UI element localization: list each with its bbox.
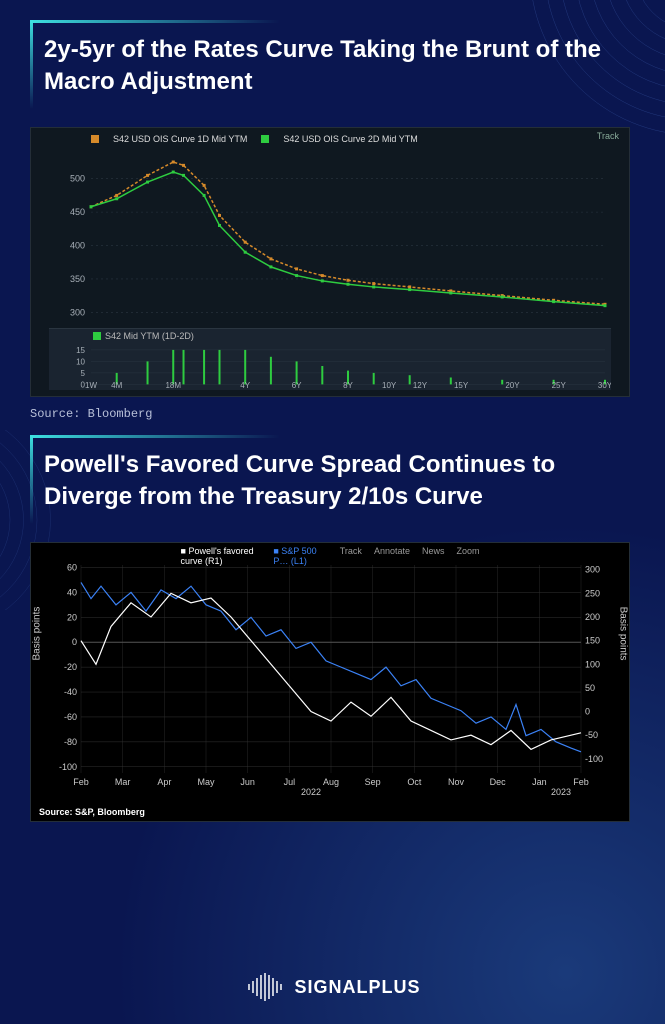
svg-text:Sep: Sep [365, 777, 381, 787]
svg-text:12Y: 12Y [413, 381, 428, 389]
svg-text:30Y: 30Y [598, 381, 611, 389]
chart2-yaxis-left-title: Basis points [32, 606, 43, 660]
diff-legend-label: S42 Mid YTM (1D-2D) [105, 331, 194, 341]
svg-text:350: 350 [70, 274, 85, 284]
svg-text:Jun: Jun [240, 777, 255, 787]
logo-text: SIGNALPLUS [294, 977, 420, 998]
svg-text:Jul: Jul [284, 777, 296, 787]
svg-text:40: 40 [67, 587, 77, 597]
svg-text:-20: -20 [64, 662, 77, 672]
svg-text:10: 10 [76, 357, 85, 366]
section1-source: Source: Bloomberg [30, 407, 635, 421]
svg-text:Feb: Feb [573, 777, 589, 787]
section2-title: Powell's Favored Curve Spread Continues … [44, 449, 635, 514]
svg-text:Feb: Feb [73, 777, 89, 787]
svg-text:250: 250 [585, 588, 600, 598]
chart1-main-plot: 300 350 400 450 500 [49, 148, 613, 323]
chart1-diff-panel: S42 Mid YTM (1D-2D) 0510151W4M18M4Y6Y8Y1… [49, 328, 611, 390]
svg-text:50: 50 [585, 682, 595, 692]
logo-icon [244, 972, 284, 1002]
legend-swatch-2 [261, 135, 269, 143]
svg-text:500: 500 [70, 174, 85, 184]
svg-text:-60: -60 [64, 712, 77, 722]
legend-label-2: S42 USD OIS Curve 2D Mid YTM [283, 134, 417, 144]
svg-text:150: 150 [585, 635, 600, 645]
chart2-plot: -100 -80 -60 -40 -20 0 20 40 60 -100 -50 0 50 100 150 2… [51, 561, 611, 801]
svg-text:100: 100 [585, 659, 600, 669]
chart1-diff-plot: 0510151W4M18M4Y6Y8Y10Y12Y15Y20Y25Y30Y [49, 343, 611, 389]
svg-text:Dec: Dec [490, 777, 507, 787]
chart1-legend: S42 USD OIS Curve 1D Mid YTM S42 USD OIS… [31, 128, 629, 148]
svg-text:300: 300 [70, 307, 85, 317]
svg-text:4Y: 4Y [240, 381, 250, 389]
legend-swatch-1 [91, 135, 99, 143]
svg-text:2022: 2022 [301, 787, 321, 797]
chart2-panel: ■ Powell's favored curve (R1) ■ S&P 500 … [30, 542, 630, 822]
svg-text:20Y: 20Y [505, 381, 520, 389]
svg-text:1W: 1W [85, 381, 97, 389]
svg-text:-50: -50 [585, 730, 598, 740]
logo-block: SIGNALPLUS [244, 972, 420, 1002]
svg-text:25Y: 25Y [552, 381, 567, 389]
svg-text:-40: -40 [64, 687, 77, 697]
svg-text:15Y: 15Y [454, 381, 469, 389]
svg-text:Oct: Oct [407, 777, 422, 787]
section2-title-block: Powell's Favored Curve Spread Continues … [30, 443, 635, 524]
svg-text:0: 0 [585, 706, 590, 716]
chart1-panel: S42 USD OIS Curve 1D Mid YTM S42 USD OIS… [30, 127, 630, 397]
svg-text:0: 0 [72, 637, 77, 647]
section1-title: 2y-5yr of the Rates Curve Taking the Bru… [44, 34, 635, 99]
svg-text:Aug: Aug [323, 777, 339, 787]
svg-text:Jan: Jan [532, 777, 547, 787]
svg-text:2023: 2023 [551, 787, 571, 797]
svg-text:6Y: 6Y [292, 381, 302, 389]
svg-text:4M: 4M [111, 381, 122, 389]
svg-text:18M: 18M [165, 381, 181, 389]
section1-title-block: 2y-5yr of the Rates Curve Taking the Bru… [30, 28, 635, 109]
svg-text:Apr: Apr [157, 777, 171, 787]
svg-text:400: 400 [70, 240, 85, 250]
svg-text:8Y: 8Y [343, 381, 353, 389]
chart1-track-label[interactable]: Track [597, 131, 619, 141]
svg-text:450: 450 [70, 207, 85, 217]
diff-legend-swatch [93, 332, 101, 340]
svg-text:60: 60 [67, 562, 77, 572]
chart2-source: Source: S&P, Bloomberg [39, 807, 145, 817]
svg-text:Mar: Mar [115, 777, 131, 787]
svg-text:May: May [197, 777, 215, 787]
svg-text:20: 20 [67, 612, 77, 622]
svg-text:-80: -80 [64, 736, 77, 746]
svg-text:Nov: Nov [448, 777, 465, 787]
chart2-yaxis-right-title: Basis points [618, 606, 629, 660]
svg-text:200: 200 [585, 612, 600, 622]
svg-text:300: 300 [585, 564, 600, 574]
svg-text:10Y: 10Y [382, 381, 397, 389]
svg-text:-100: -100 [585, 753, 603, 763]
svg-text:5: 5 [81, 369, 86, 378]
legend-label-1: S42 USD OIS Curve 1D Mid YTM [113, 134, 247, 144]
svg-text:-100: -100 [59, 761, 77, 771]
svg-text:15: 15 [76, 346, 85, 355]
